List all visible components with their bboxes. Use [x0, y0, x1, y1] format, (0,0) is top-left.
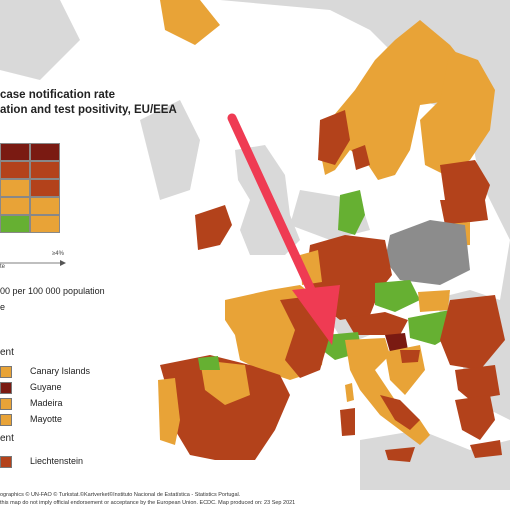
region-norway-red — [318, 110, 370, 170]
matrix-cell-r0c1 — [30, 143, 60, 161]
section-small-heading: ent — [0, 433, 14, 444]
legend-swatch — [0, 414, 12, 426]
section-outermost-heading: ent — [0, 347, 14, 358]
region-sicily — [385, 447, 415, 462]
region-slovakia — [418, 290, 450, 312]
region-spain-green — [198, 356, 220, 370]
legend-label: Guyane — [30, 382, 62, 392]
region-romania — [440, 295, 505, 370]
region-nordics — [160, 0, 495, 180]
region-greece-islands — [470, 440, 502, 458]
region-spain — [160, 355, 290, 460]
region-greece — [455, 395, 495, 440]
region-italy-red — [380, 395, 420, 430]
region-corsica — [345, 383, 354, 402]
matrix-cell-r1c0 — [0, 161, 30, 179]
legend-swatch — [0, 382, 12, 394]
legend-swatch — [0, 366, 12, 378]
matrix-cell-r4c0 — [0, 215, 30, 233]
region-denmark — [338, 190, 365, 235]
footer-credit-line2: this map do not imply official endorseme… — [0, 500, 296, 506]
matrix-cell-r4c1 — [30, 215, 60, 233]
region-poland — [385, 220, 470, 285]
positivity-tick: ≥4% — [52, 251, 64, 257]
region-bulgaria — [455, 365, 500, 400]
legend-swatch — [0, 456, 12, 468]
map-title-line2: ation and test positivity, EU/EEA — [0, 104, 177, 116]
legend-label: Madeira — [30, 398, 63, 408]
positivity-axis-label: te — [0, 264, 6, 270]
legend-label: Canary Islands — [30, 366, 91, 376]
map-title: case notification rate ation and test po… — [0, 88, 177, 118]
region-slovenia — [385, 333, 408, 352]
rate-legend-line: 00 per 100 000 population — [0, 286, 105, 296]
matrix-cell-r0c0 — [0, 143, 30, 161]
region-spain-orange — [200, 360, 250, 405]
region-portugal — [158, 378, 180, 445]
map-title-line1: case notification rate — [0, 89, 116, 101]
rate-legend-line2: e — [0, 302, 6, 312]
region-croatia-red — [400, 350, 420, 363]
region-austria — [345, 312, 408, 335]
matrix-cell-r3c0 — [0, 197, 30, 215]
matrix-cell-r2c1 — [30, 179, 60, 197]
matrix-cell-r3c1 — [30, 197, 60, 215]
region-sardinia — [340, 408, 355, 436]
red-arrow — [227, 113, 340, 345]
legend-label: Mayotte — [30, 414, 63, 424]
matrix-cell-r1c1 — [30, 161, 60, 179]
positivity-axis-arrow — [0, 260, 66, 266]
legend-label: Liechtenstein — [30, 456, 84, 466]
legend-swatch — [0, 398, 12, 410]
footer-credit-line1: ographics © UN-FAO © Turkstat.©Kartverke… — [0, 492, 241, 498]
matrix-cell-r2c0 — [0, 179, 30, 197]
region-czechia — [375, 280, 420, 312]
